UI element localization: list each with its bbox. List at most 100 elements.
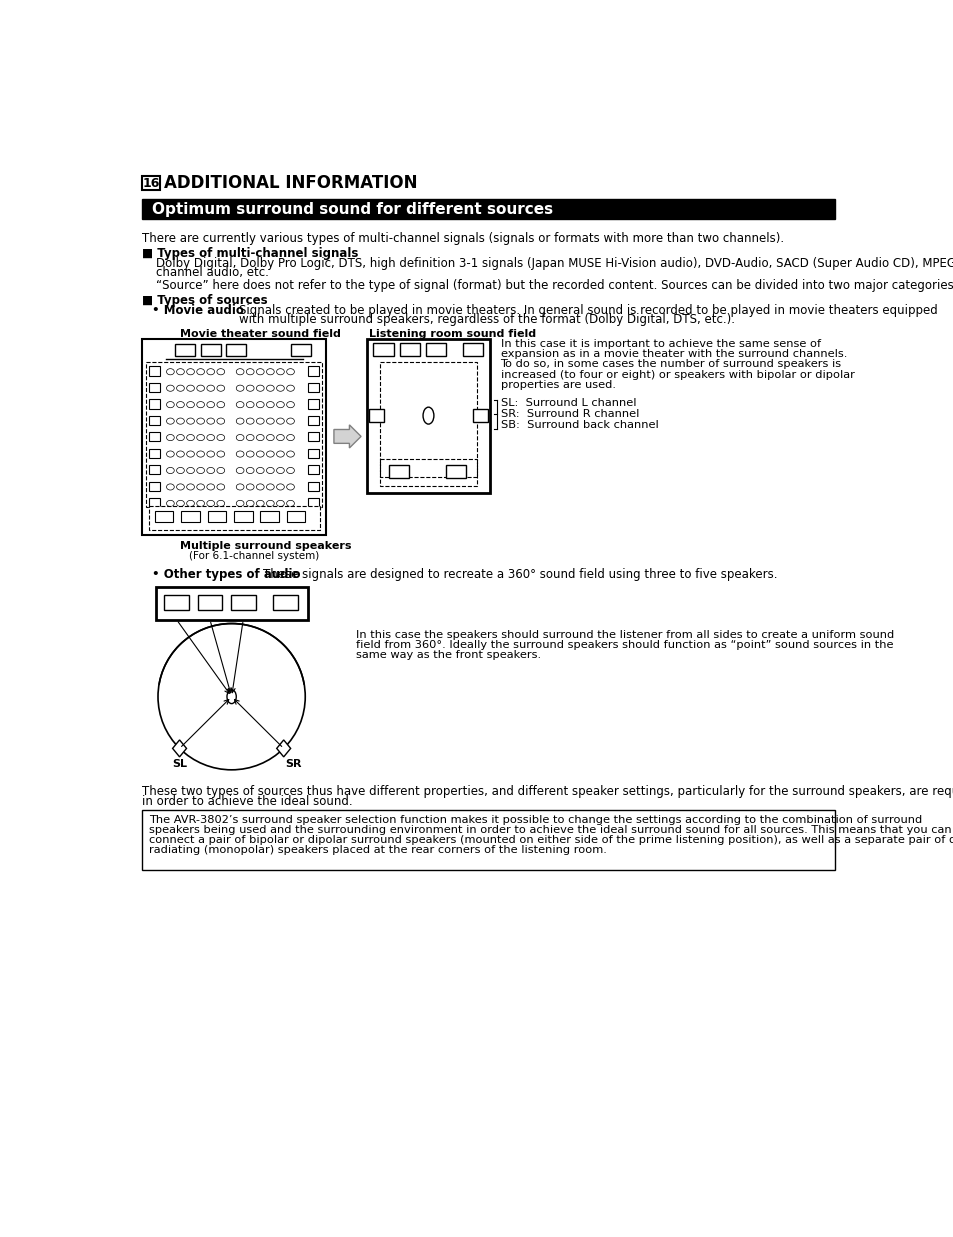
Ellipse shape	[276, 385, 284, 391]
Ellipse shape	[266, 402, 274, 408]
Ellipse shape	[167, 484, 174, 490]
Ellipse shape	[207, 452, 214, 458]
Bar	[154, 511, 173, 522]
Ellipse shape	[256, 484, 264, 490]
Ellipse shape	[216, 468, 224, 474]
Bar	[150, 366, 160, 376]
Ellipse shape	[236, 418, 244, 424]
Ellipse shape	[286, 418, 294, 424]
Bar	[369, 409, 384, 422]
Ellipse shape	[236, 402, 244, 408]
Text: (For 6.1-channel system): (For 6.1-channel system)	[189, 552, 319, 562]
Bar	[308, 366, 319, 376]
Bar	[367, 339, 489, 492]
Ellipse shape	[216, 452, 224, 458]
Ellipse shape	[286, 500, 294, 506]
Ellipse shape	[276, 418, 284, 424]
Ellipse shape	[187, 434, 194, 440]
Ellipse shape	[227, 690, 236, 704]
Ellipse shape	[236, 385, 244, 391]
Ellipse shape	[276, 484, 284, 490]
Text: expansion as in a movie theater with the surround channels.: expansion as in a movie theater with the…	[500, 349, 846, 359]
Ellipse shape	[246, 385, 253, 391]
Bar	[164, 595, 189, 610]
Text: with multiple surround speakers, regardless of the format (Dolby Digital, DTS, e: with multiple surround speakers, regardl…	[239, 313, 735, 327]
Ellipse shape	[187, 468, 194, 474]
Text: channel audio, etc.: channel audio, etc.	[155, 266, 268, 280]
Ellipse shape	[256, 500, 264, 506]
Ellipse shape	[256, 418, 264, 424]
Ellipse shape	[256, 385, 264, 391]
Ellipse shape	[286, 402, 294, 408]
Bar	[149, 506, 319, 531]
Ellipse shape	[266, 452, 274, 458]
Ellipse shape	[167, 434, 174, 440]
Text: ■ Types of multi-channel signals: ■ Types of multi-channel signals	[142, 247, 358, 260]
Text: There are currently various types of multi-channel signals (signals or formats w: There are currently various types of mul…	[142, 231, 783, 245]
Ellipse shape	[266, 500, 274, 506]
Ellipse shape	[196, 484, 204, 490]
Text: These signals are designed to recreate a 360° sound field using three to five sp: These signals are designed to recreate a…	[262, 568, 777, 581]
Ellipse shape	[176, 369, 184, 375]
Ellipse shape	[207, 434, 214, 440]
Bar	[308, 382, 319, 392]
Text: The AVR-3802’s surround speaker selection function makes it possible to change t: The AVR-3802’s surround speaker selectio…	[149, 815, 921, 825]
Ellipse shape	[266, 434, 274, 440]
Ellipse shape	[207, 500, 214, 506]
Bar	[446, 465, 466, 477]
Ellipse shape	[216, 500, 224, 506]
Ellipse shape	[187, 402, 194, 408]
Bar	[150, 382, 160, 392]
Text: • Movie audio: • Movie audio	[152, 304, 243, 317]
Bar	[426, 343, 446, 356]
Bar	[150, 432, 160, 442]
Bar	[308, 449, 319, 458]
Ellipse shape	[196, 385, 204, 391]
Ellipse shape	[266, 468, 274, 474]
Bar	[150, 481, 160, 491]
Ellipse shape	[246, 418, 253, 424]
Ellipse shape	[276, 434, 284, 440]
Bar	[142, 199, 835, 219]
Ellipse shape	[196, 468, 204, 474]
Ellipse shape	[236, 434, 244, 440]
Ellipse shape	[216, 369, 224, 375]
Ellipse shape	[286, 385, 294, 391]
Ellipse shape	[167, 468, 174, 474]
Polygon shape	[276, 740, 291, 757]
Bar	[389, 465, 409, 477]
Ellipse shape	[207, 418, 214, 424]
Text: radiating (monopolar) speakers placed at the rear corners of the listening room.: radiating (monopolar) speakers placed at…	[149, 845, 606, 855]
Bar	[150, 465, 160, 474]
Ellipse shape	[286, 369, 294, 375]
Ellipse shape	[216, 385, 224, 391]
Text: properties are used.: properties are used.	[500, 380, 615, 390]
Text: field from 360°. Ideally the surround speakers should function as “point” sound : field from 360°. Ideally the surround sp…	[355, 640, 892, 651]
Ellipse shape	[236, 500, 244, 506]
Ellipse shape	[167, 418, 174, 424]
Bar	[379, 459, 476, 486]
Text: Dolby Digital, Dolby Pro Logic, DTS, high definition 3-1 signals (Japan MUSE Hi-: Dolby Digital, Dolby Pro Logic, DTS, hig…	[155, 257, 953, 270]
Text: Movie theater sound field: Movie theater sound field	[179, 329, 340, 339]
Bar	[308, 465, 319, 474]
Text: SR:  Surround R channel: SR: Surround R channel	[500, 409, 639, 419]
Ellipse shape	[236, 452, 244, 458]
Text: in order to achieve the ideal sound.: in order to achieve the ideal sound.	[142, 795, 353, 808]
Ellipse shape	[276, 402, 284, 408]
Ellipse shape	[256, 452, 264, 458]
Ellipse shape	[286, 484, 294, 490]
Ellipse shape	[216, 402, 224, 408]
Ellipse shape	[167, 385, 174, 391]
Bar	[174, 344, 195, 355]
Bar	[286, 511, 305, 522]
Bar	[156, 588, 307, 620]
Bar	[373, 343, 394, 356]
Ellipse shape	[176, 385, 184, 391]
Ellipse shape	[246, 468, 253, 474]
Ellipse shape	[187, 385, 194, 391]
Ellipse shape	[276, 369, 284, 375]
Ellipse shape	[196, 434, 204, 440]
Ellipse shape	[236, 484, 244, 490]
Ellipse shape	[176, 418, 184, 424]
Bar	[260, 511, 278, 522]
